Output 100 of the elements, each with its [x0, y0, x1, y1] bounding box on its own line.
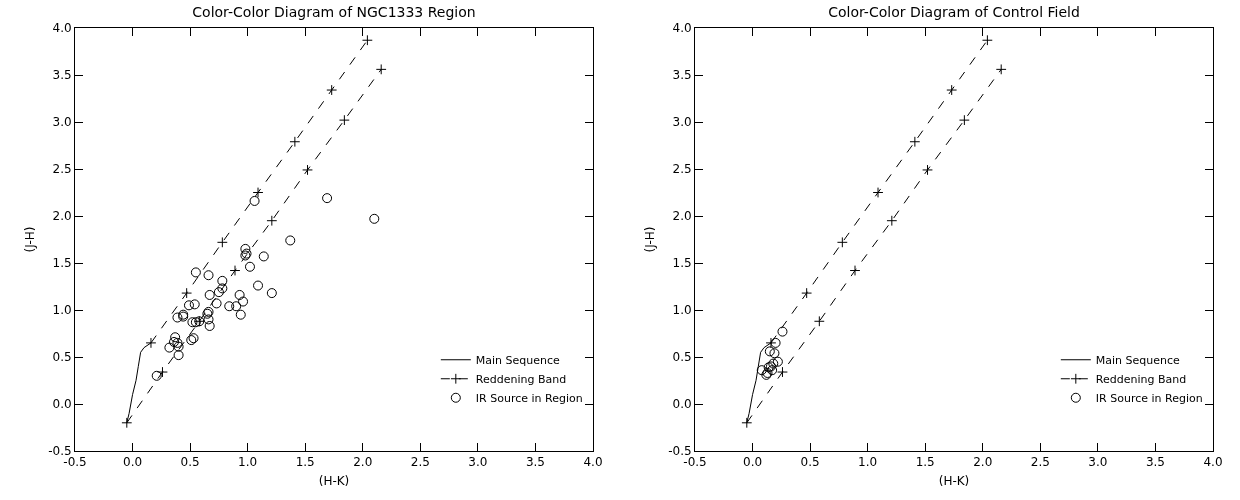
point — [213, 287, 224, 298]
point — [258, 251, 269, 262]
point — [229, 265, 241, 276]
point — [216, 236, 228, 248]
x-tick-label: 3.5 — [1145, 455, 1165, 470]
point — [151, 370, 162, 381]
point — [772, 356, 783, 367]
y-tick-label: 4.0 — [672, 21, 692, 36]
point — [252, 187, 264, 198]
point — [361, 34, 373, 46]
point — [958, 114, 970, 126]
y-tick-label: 2.0 — [672, 209, 692, 224]
x-tick-label: 2.0 — [353, 455, 373, 470]
point — [157, 366, 168, 378]
point — [369, 213, 380, 224]
point — [322, 193, 333, 204]
point — [909, 136, 921, 148]
point — [302, 164, 313, 176]
point — [183, 300, 194, 311]
point — [234, 289, 245, 300]
x-tick-label: 0.0 — [123, 455, 143, 470]
point — [204, 289, 215, 300]
point — [217, 283, 228, 294]
point — [203, 314, 214, 325]
point — [886, 215, 898, 227]
x-axis-title: (H-K) — [318, 474, 350, 489]
point — [765, 337, 777, 349]
point — [375, 63, 387, 75]
point — [777, 366, 788, 378]
x-tick-label: 4.0 — [583, 455, 603, 470]
y-tick-label: 3.0 — [672, 115, 692, 130]
chart-title: Color-Color Diagram of Control Field — [828, 4, 1080, 21]
point — [240, 243, 251, 254]
point — [173, 350, 184, 361]
point — [872, 187, 884, 198]
point — [741, 417, 753, 429]
point — [995, 63, 1007, 75]
point — [170, 332, 181, 343]
x-tick-label: 2.5 — [1030, 455, 1050, 470]
point — [801, 287, 813, 299]
y-tick-label: 3.0 — [52, 115, 72, 130]
point — [172, 312, 183, 323]
y-tick-label: 4.0 — [52, 21, 72, 36]
point — [164, 342, 175, 353]
x-tick-label: 1.0 — [858, 455, 878, 470]
point — [981, 34, 993, 46]
point — [253, 280, 264, 291]
point — [190, 267, 201, 278]
x-tick-label: 2.0 — [973, 455, 993, 470]
legend-label: Reddening Band — [1095, 373, 1187, 387]
x-tick-label: 1.0 — [238, 455, 258, 470]
y-axis-title: (J-H) — [643, 226, 658, 253]
point — [813, 315, 825, 327]
point — [121, 417, 133, 429]
legend-label: IR Source in Region — [475, 392, 583, 406]
point — [172, 337, 183, 348]
point — [181, 287, 193, 299]
point — [285, 235, 296, 246]
y-tick-label: 0.0 — [672, 397, 692, 412]
point — [836, 236, 848, 248]
x-tick-label: 4.0 — [1203, 455, 1223, 470]
y-axis-title: (J-H) — [23, 226, 38, 253]
point — [238, 296, 249, 307]
point — [217, 275, 228, 286]
point — [235, 309, 246, 320]
point — [224, 301, 235, 312]
y-tick-label: 3.5 — [52, 68, 72, 83]
point — [169, 336, 179, 347]
point — [211, 298, 222, 309]
x-tick-label: 3.0 — [1088, 455, 1108, 470]
point — [231, 301, 242, 312]
y-tick-label: 2.0 — [52, 209, 72, 224]
legend-label: Main Sequence — [1095, 354, 1181, 368]
point — [249, 195, 260, 206]
x-tick-label: -0.5 — [63, 455, 87, 470]
point — [173, 341, 184, 352]
x-tick-label: 0.0 — [743, 455, 763, 470]
point — [767, 365, 778, 376]
point — [777, 326, 788, 337]
x-tick-label: 1.5 — [295, 455, 315, 470]
y-tick-label: 2.5 — [672, 162, 692, 177]
point — [946, 84, 958, 96]
point — [244, 261, 255, 272]
point — [326, 84, 338, 96]
point — [338, 114, 350, 126]
legend-label: Main Sequence — [475, 354, 561, 368]
x-axis-title: (H-K) — [938, 474, 970, 489]
legend-label: Reddening Band — [475, 373, 567, 387]
point — [764, 346, 775, 357]
x-tick-label: 0.5 — [800, 455, 820, 470]
point — [289, 136, 301, 148]
point — [922, 164, 933, 176]
x-tick-label: 0.5 — [180, 455, 200, 470]
x-tick-label: 3.0 — [468, 455, 488, 470]
y-tick-label: 3.5 — [672, 68, 692, 83]
point — [145, 337, 157, 349]
x-tick-label: 1.5 — [915, 455, 935, 470]
y-tick-label: 0.5 — [672, 350, 692, 365]
y-tick-label: 0.5 — [52, 350, 72, 365]
x-tick-label: 3.5 — [525, 455, 545, 470]
